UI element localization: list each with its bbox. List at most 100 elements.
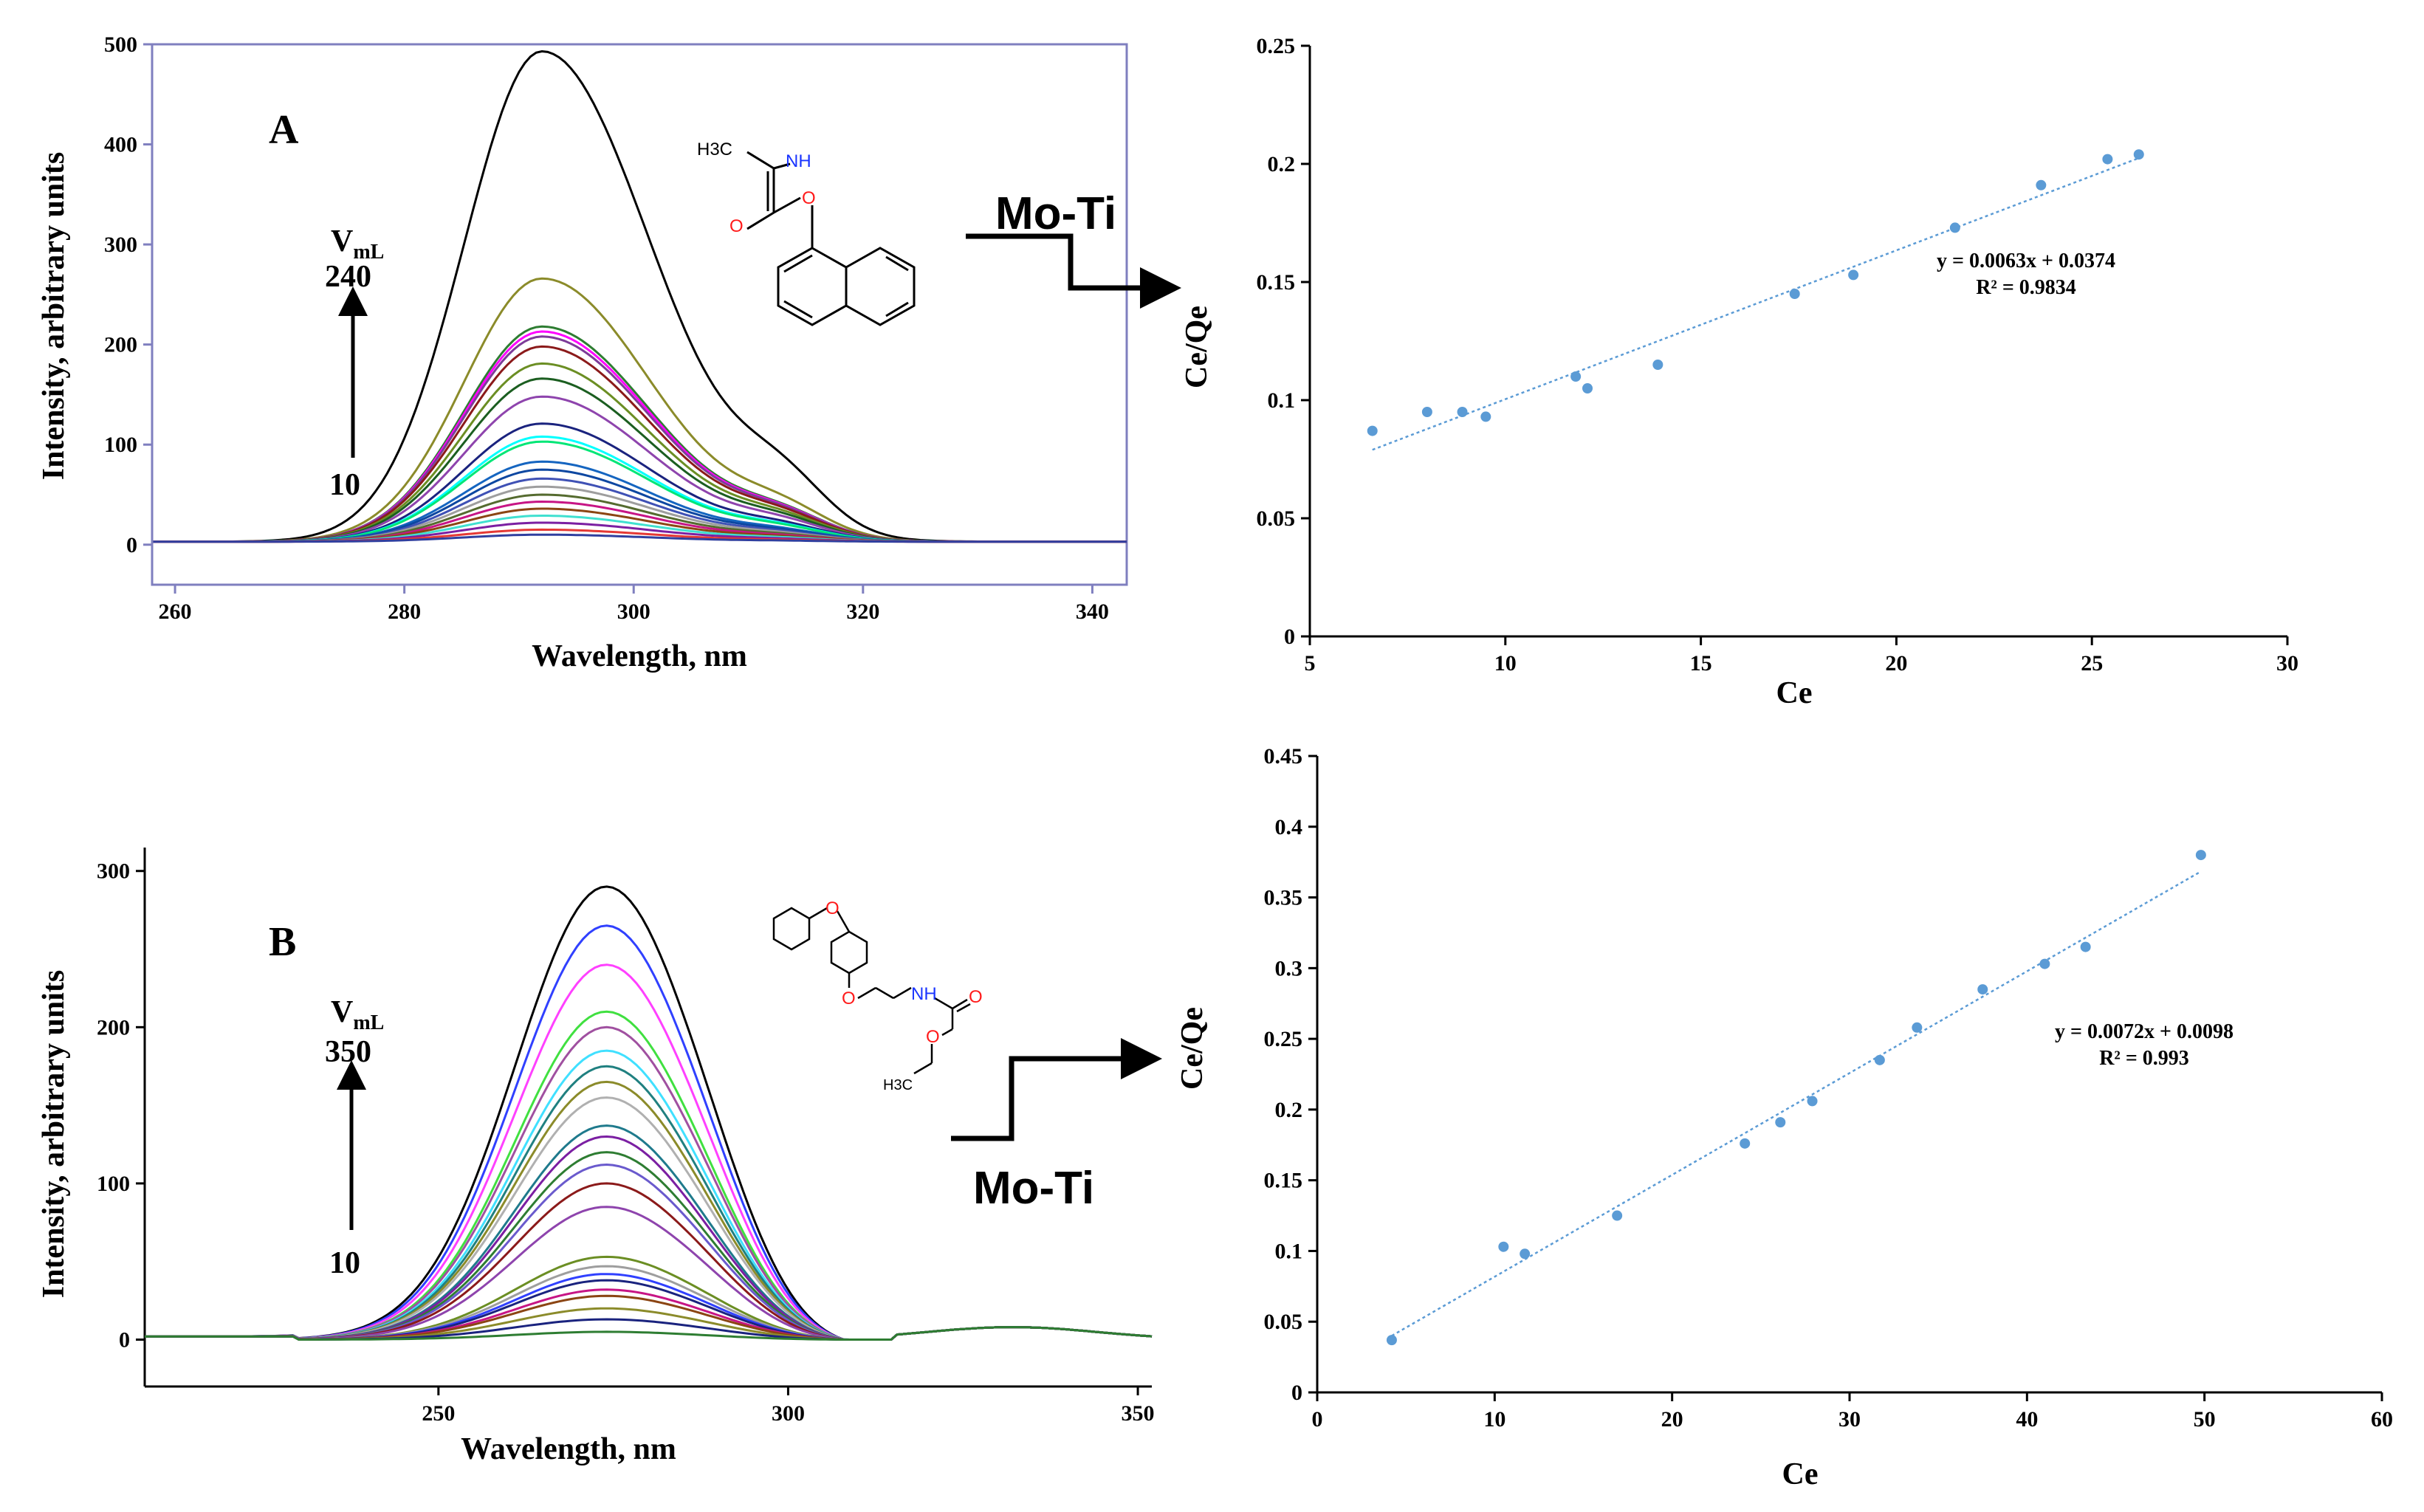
spectra-b-x-tick-label: 350 <box>1122 1401 1155 1426</box>
iso-a-data-point <box>1480 411 1491 422</box>
iso-b-data-point <box>1386 1335 1397 1346</box>
iso-a-data-point <box>1421 407 1432 417</box>
spectra-b-axes: 0 100 200 300 250 300 350 <box>97 848 1155 1426</box>
iso-a-data-point <box>1848 269 1859 281</box>
iso-a-marks <box>1367 149 2144 451</box>
iso-b-y-tick-label: 0.35 <box>1264 886 1303 910</box>
moti-label-a: Mo-Ti <box>995 188 1116 239</box>
spectra-a-y-tick-label: 400 <box>104 133 137 157</box>
spectra-a-y-tick-label: 0 <box>126 533 137 557</box>
iso-b-data-point <box>1520 1248 1531 1260</box>
spectra-a-y-tick-label: 500 <box>104 32 137 57</box>
spectra-b-curves <box>145 885 1153 1341</box>
iso-b-x-tick-label: 10 <box>1483 1407 1505 1432</box>
spectra-a-x-tick-label: 280 <box>388 599 421 624</box>
molecule-a-structure <box>746 151 916 326</box>
mol-b-o4: O <box>926 1027 940 1047</box>
spectrum-curve-b <box>145 1307 1153 1341</box>
spectra-a-x-tick-label: 320 <box>846 599 879 624</box>
iso-a-data-point <box>1367 425 1378 436</box>
iso-b-y-tick-label: 0.05 <box>1264 1310 1303 1334</box>
spectra-b-x-tick-label: 300 <box>772 1401 805 1426</box>
x-axis-label-iso-a: Ce <box>1776 676 1813 710</box>
mol-b-h3c: H3C <box>883 1077 913 1093</box>
iso-b-y-tick-label: 0.25 <box>1264 1027 1303 1051</box>
iso-b-data-point <box>2080 941 2091 952</box>
iso-a-y-tick-label: 0 <box>1284 625 1295 649</box>
iso-b-x-tick-label: 40 <box>2016 1407 2038 1432</box>
iso-b-data-point <box>2195 850 2206 861</box>
iso-a-data-point <box>2102 154 2113 165</box>
moti-label-b: Mo-Ti <box>973 1163 1094 1214</box>
chart-isotherm-a: 00.050.10.150.20.255 10 15 20 25 30 Ce Ce/Qe … <box>1180 34 2298 710</box>
iso-a-x-tick-label: 20 <box>1885 651 1907 676</box>
spectra-a-y-tick-label: 300 <box>104 233 137 257</box>
iso-a-data-point <box>2036 179 2047 190</box>
iso-a-trendline <box>1372 157 2140 451</box>
iso-a-data-point <box>2133 149 2144 160</box>
moti-arrow-a <box>966 233 1181 309</box>
y-axis-label-a: Intensity, arbitrary units <box>37 152 71 481</box>
mol-a-o1: O <box>729 216 744 236</box>
spectra-a-x-tick-label: 300 <box>617 599 650 624</box>
r2-a: R² = 0.9834 <box>1976 276 2076 299</box>
iso-a-data-point <box>1570 371 1582 382</box>
iso-a-x-tick-label: 30 <box>2276 651 2298 676</box>
iso-b-marks <box>1386 850 2206 1346</box>
iso-a-data-point <box>1582 383 1593 394</box>
mol-a-nh: NH <box>786 151 811 171</box>
spectrum-curve-a <box>152 533 1127 543</box>
iso-b-data-point <box>1740 1138 1751 1149</box>
spectrum-curve-b <box>145 963 1153 1341</box>
iso-a-data-point <box>1949 222 1960 233</box>
spectra-b-y-tick-label: 100 <box>97 1172 130 1196</box>
spectrum-curve-a <box>152 500 1127 543</box>
spectra-a-axes: 0 100 200 300 400 500 260 280 300 320 340 <box>104 32 1127 624</box>
spectrum-curve-a <box>152 440 1127 543</box>
iso-b-y-tick-label: 0.3 <box>1275 956 1303 980</box>
spectrum-curve-b <box>145 1265 1153 1341</box>
mol-b-o2: O <box>842 989 856 1008</box>
chart-spectra-a: 0 100 200 300 400 500 260 280 300 320 340 Waveleng… <box>37 32 1128 673</box>
iso-a-x-tick-label: 15 <box>1690 651 1712 676</box>
vml-bottom-b: 10 <box>329 1246 360 1280</box>
moti-arrow-b <box>951 1038 1162 1141</box>
iso-b-x-tick-label: 50 <box>2194 1407 2216 1432</box>
iso-b-y-tick-label: 0 <box>1291 1381 1302 1405</box>
iso-a-x-tick-label: 25 <box>2081 651 2103 676</box>
molecule-b-structure <box>772 907 971 1075</box>
vml-label-a: VmL <box>331 224 384 264</box>
mol-b-o3: O <box>969 987 983 1007</box>
iso-b-data-point <box>1912 1022 1923 1033</box>
iso-a-axes: 0 0.05 0.1 0.15 0.2 0.25 5 10 15 20 25 30 <box>1257 34 2299 676</box>
chart-isotherm-b: 0 0.05 0.1 0.15 0.2 0.25 0.3 0.35 0.4 0.45 0 10 20 30… <box>1175 744 2393 1491</box>
spectrum-curve-b <box>145 1326 1153 1341</box>
iso-a-y-tick-label: 0.1 <box>1268 388 1296 413</box>
iso-a-x-tick-label: 5 <box>1305 651 1316 676</box>
spectra-a-x-tick-label: 340 <box>1076 599 1109 624</box>
vml-bottom-a: 10 <box>329 468 360 502</box>
spectrum-curve-b <box>145 1273 1153 1341</box>
mol-a-o2: O <box>802 188 816 208</box>
iso-b-x-tick-label: 20 <box>1661 1407 1683 1432</box>
iso-b-data-point <box>1807 1096 1818 1107</box>
spectra-b-x-tick-label: 250 <box>422 1401 455 1426</box>
spectra-a-y-tick-label: 200 <box>104 333 137 357</box>
iso-b-y-tick-label: 0.15 <box>1264 1169 1303 1193</box>
vml-label-b: VmL <box>331 995 384 1034</box>
iso-a-y-tick-label: 0.2 <box>1268 152 1296 176</box>
spectrum-curve-b <box>145 1279 1153 1341</box>
spectra-a-y-tick-label: 100 <box>104 433 137 457</box>
y-axis-label-iso-a: Ce/Qe <box>1180 306 1214 388</box>
panel-label-b: B <box>269 919 296 965</box>
iso-b-data-point <box>1612 1210 1623 1221</box>
iso-a-data-point <box>1789 289 1800 299</box>
vml-top-a: 240 <box>325 260 371 294</box>
iso-a-data-point <box>1652 360 1664 370</box>
spectra-b-y-tick-label: 0 <box>119 1328 130 1353</box>
iso-b-data-point <box>1874 1054 1885 1065</box>
iso-a-x-tick-label: 10 <box>1494 651 1517 676</box>
equation-b: y = 0.0072x + 0.0098 <box>2055 1020 2234 1043</box>
vml-top-b: 350 <box>325 1035 371 1069</box>
